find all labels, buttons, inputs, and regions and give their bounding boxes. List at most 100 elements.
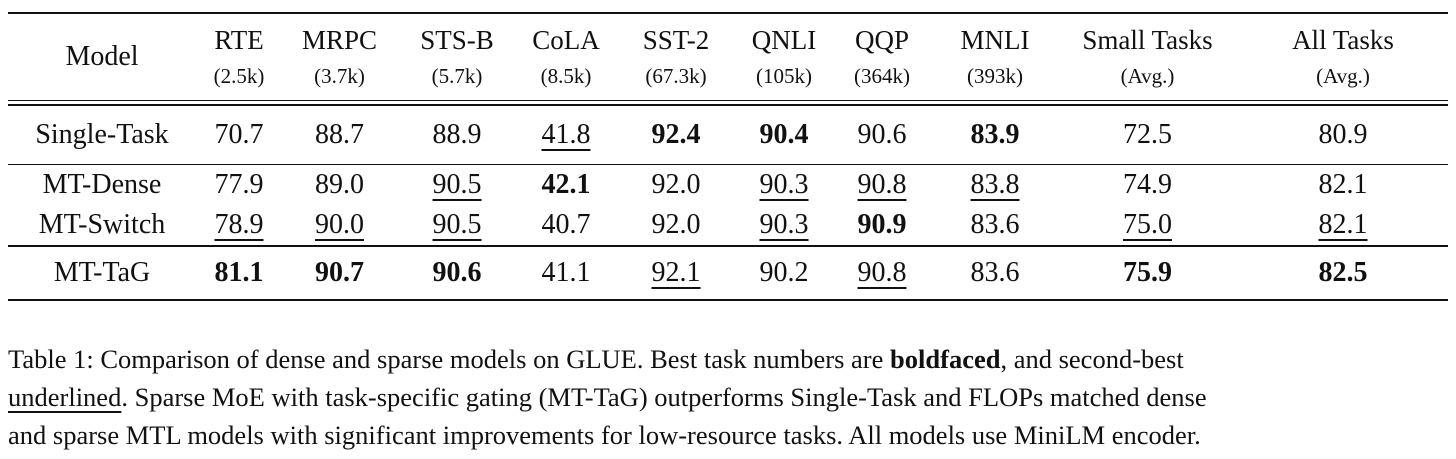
column-header: RTE (2.5k) [196, 12, 282, 101]
cell-value: 83.6 [970, 257, 1020, 288]
column-header-size: (8.5k) [540, 64, 592, 88]
cell-value: 83.9 [970, 119, 1020, 150]
cell-value: 90.3 [759, 209, 809, 240]
column-header: STS-B (5.7k) [397, 12, 517, 101]
column-header-label: All Tasks [1292, 25, 1394, 55]
caption-text: and sparse MTL models with significant i… [8, 420, 1201, 450]
caption-text: . Sparse MoE with task-specific gating (… [121, 382, 1207, 412]
table-cell: 90.4 [737, 104, 831, 165]
table-cell: 90.3 [737, 205, 831, 246]
column-header: SST-2 (67.3k) [615, 12, 737, 101]
cell-value: 90.6 [857, 119, 907, 150]
column-header-size: (5.7k) [431, 64, 483, 88]
table-cell: 75.0 [1057, 205, 1238, 246]
caption-text: , and second-best [1000, 344, 1184, 374]
table-caption: Table 1: Comparison of dense and sparse … [8, 340, 1450, 454]
cell-value: 90.0 [315, 209, 364, 240]
column-header-label: QQP [854, 25, 909, 55]
table-cell: 90.0 [282, 205, 397, 246]
column-header-size: (393k) [967, 64, 1023, 88]
table-cell: 72.5 [1057, 104, 1238, 165]
table-cell: 90.6 [397, 245, 517, 301]
cell-value: 83.8 [970, 169, 1020, 200]
column-header-label: STS-B [420, 25, 494, 55]
caption-line-1: Table 1: Comparison of dense and sparse … [8, 340, 1450, 378]
table-cell: 88.9 [397, 104, 517, 165]
cell-value: 92.4 [651, 119, 701, 150]
table-cell: 89.0 [282, 164, 397, 205]
cell-value: 75.0 [1123, 209, 1172, 240]
table-cell: 40.7 [517, 205, 615, 246]
column-header: QQP (364k) [831, 12, 933, 101]
cell-value: 82.5 [1318, 257, 1368, 288]
table-cell: 41.8 [517, 104, 615, 165]
cell-value: 88.7 [315, 119, 364, 150]
cell-value: 41.8 [541, 119, 591, 150]
table-cell: 83.9 [933, 104, 1057, 165]
results-table: Model RTE (2.5k) MRPC (3.7k) STS-B (5.7k) CoLA (… [8, 12, 1448, 301]
row-model-name: MT-Switch [38, 209, 166, 240]
column-header-label: SST-2 [642, 25, 710, 55]
cell-value: 81.1 [214, 257, 264, 288]
table-cell: 90.8 [831, 245, 933, 301]
table-cell: 92.1 [615, 245, 737, 301]
cell-value: 90.5 [432, 169, 482, 200]
column-header-label: Small Tasks [1082, 25, 1213, 55]
cell-value: 77.9 [214, 169, 264, 200]
cell-value: 90.8 [857, 169, 907, 200]
table-cell: 92.0 [615, 164, 737, 205]
cell-value: 90.6 [432, 257, 482, 288]
table-cell: 42.1 [517, 164, 615, 205]
column-header: QNLI (105k) [737, 12, 831, 101]
column-header: All Tasks (Avg.) [1238, 12, 1448, 101]
cell-value: 92.0 [651, 209, 701, 240]
cell-value: 41.1 [541, 257, 591, 288]
table-cell: 83.8 [933, 164, 1057, 205]
cell-value: 80.9 [1318, 119, 1368, 150]
table-row: Single-Task 70.7 88.7 88.9 41.8 92.4 90.4 90.6 8… [8, 104, 1448, 165]
cell-value: 90.5 [432, 209, 482, 240]
column-header: MRPC (3.7k) [282, 12, 397, 101]
cell-value: 88.9 [432, 119, 482, 150]
caption-bold-word: boldfaced [890, 344, 1001, 374]
table-cell: 92.4 [615, 104, 737, 165]
column-header: MNLI (393k) [933, 12, 1057, 101]
column-header-size: (2.5k) [213, 64, 265, 88]
column-header-label: Model [65, 41, 139, 72]
caption-line-3: and sparse MTL models with significant i… [8, 416, 1450, 454]
column-header-size: (Avg.) [1316, 64, 1370, 88]
cell-value: 90.9 [857, 209, 907, 240]
table-cell: 90.5 [397, 205, 517, 246]
column-header-label: QNLI [751, 25, 817, 55]
table-cell: 90.9 [831, 205, 933, 246]
column-header-size: (364k) [854, 64, 910, 88]
row-model-name: MT-TaG [8, 245, 196, 301]
column-header-model: Model [8, 12, 196, 101]
cell-value: 78.9 [214, 209, 264, 240]
cell-value: 74.9 [1123, 169, 1172, 200]
column-header-label: MRPC [301, 25, 378, 55]
cell-value: 82.1 [1318, 209, 1368, 240]
table-row: MT-Switch 78.9 90.0 90.5 40.7 92.0 90.3 90.9 83.… [8, 205, 1448, 246]
table-cell: 82.1 [1238, 164, 1448, 205]
table-cell: 41.1 [517, 245, 615, 301]
table-cell: 90.7 [282, 245, 397, 301]
table-cell: 90.5 [397, 164, 517, 205]
cell-value: 90.4 [759, 119, 809, 150]
table-cell: 78.9 [196, 205, 282, 246]
cell-value: 42.1 [541, 169, 591, 200]
table-cell: 92.0 [615, 205, 737, 246]
cell-value: 72.5 [1123, 119, 1172, 150]
table-cell: 90.6 [831, 104, 933, 165]
cell-value: 92.1 [651, 257, 701, 288]
cell-value: 75.9 [1123, 257, 1172, 288]
table-cell: 74.9 [1057, 164, 1238, 205]
column-header-size: (105k) [756, 64, 812, 88]
column-header-label: MNLI [960, 25, 1030, 55]
row-model-name: MT-Dense [8, 164, 196, 205]
caption-line-2: underlined. Sparse MoE with task-specifi… [8, 378, 1450, 416]
table-row: MT-TaG 81.1 90.7 90.6 41.1 92.1 90.2 90.8 83.6 75… [8, 245, 1448, 301]
cell-value: 83.6 [970, 209, 1020, 240]
table-cell: 83.6 [933, 245, 1057, 301]
